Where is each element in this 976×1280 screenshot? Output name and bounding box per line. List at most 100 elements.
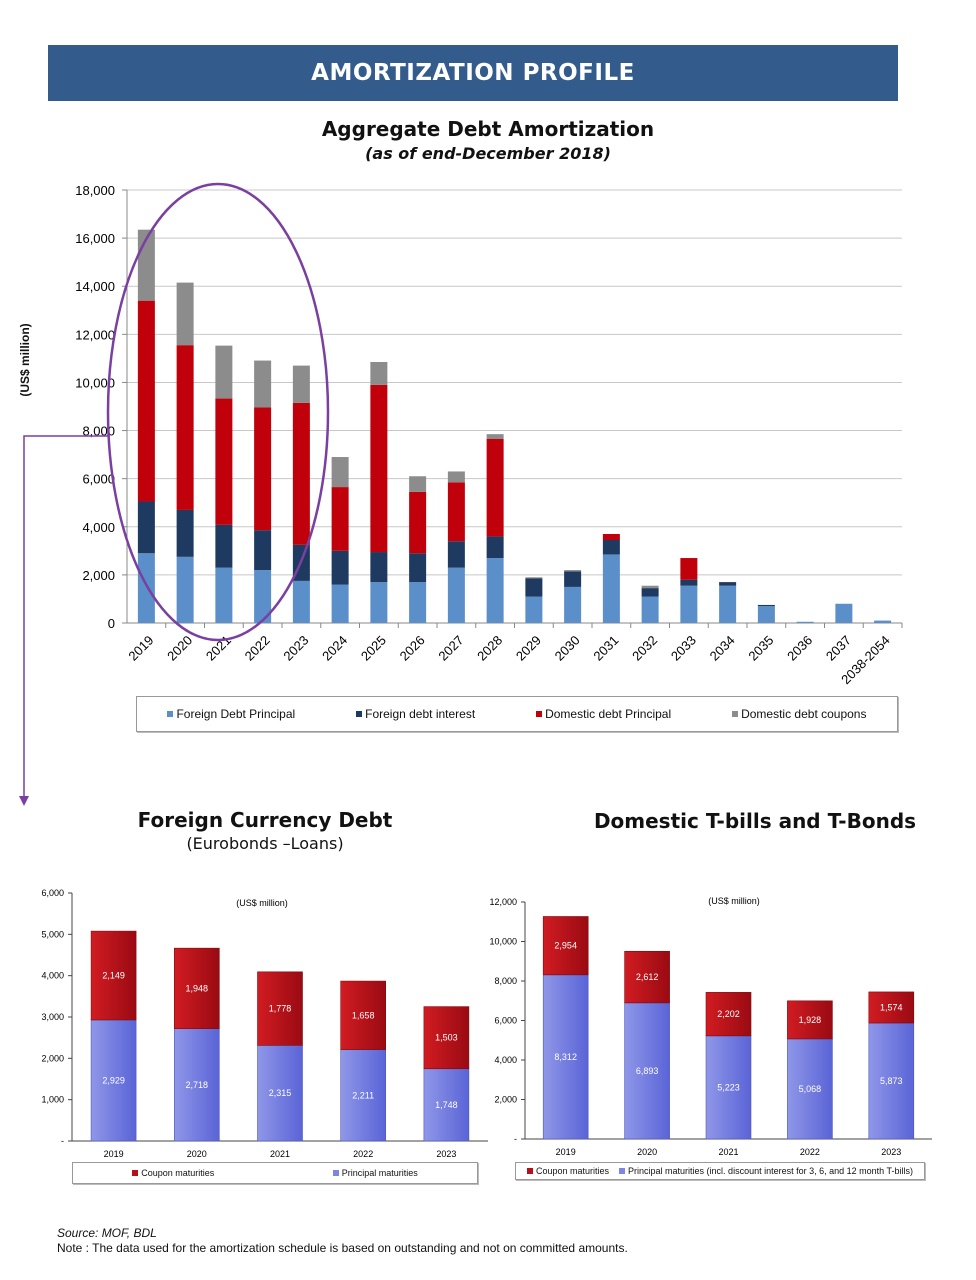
bar-domestic-coupons (331, 457, 349, 488)
legend-swatch (167, 711, 174, 717)
legend-item-foreign-principal: Foreign Debt Principal (167, 707, 295, 721)
y-tick-label: 3,000 (41, 1012, 64, 1022)
dom-chart-legend: Coupon maturities Principal maturities (… (515, 1162, 925, 1180)
bar-foreign-principal (719, 585, 737, 623)
x-tick-label: 2026 (397, 633, 428, 664)
data-label-principal: 2,929 (102, 1075, 125, 1085)
bar-domestic-principal (370, 384, 388, 553)
legend-item-coupon: Coupon maturities (526, 1166, 609, 1176)
main-chart-legend: Foreign Debt Principal Foreign debt inte… (136, 696, 898, 732)
bar-foreign-interest (176, 509, 194, 557)
y-tick-label: 4,000 (41, 971, 64, 981)
data-label-coupon: 1,928 (799, 1015, 822, 1025)
data-label-coupon: 1,574 (880, 1002, 903, 1012)
bar-foreign-interest (719, 582, 737, 586)
y-tick-label: 10,000 (489, 937, 517, 947)
bar-coupon (257, 971, 303, 1046)
x-tick-label: 2019 (125, 633, 156, 664)
y-tick-label: 4,000 (494, 1055, 517, 1065)
bar-principal (787, 1038, 833, 1140)
bar-foreign-principal (409, 582, 427, 623)
bar-foreign-principal (525, 596, 543, 623)
data-label-coupon: 1,503 (435, 1033, 458, 1043)
bar-coupon (423, 1006, 470, 1070)
bar-foreign-principal (254, 570, 272, 623)
bar-domestic-coupons (176, 282, 194, 346)
bar-foreign-interest (641, 588, 659, 597)
y-tick-label: 12,000 (489, 897, 517, 907)
bar-coupon (340, 980, 387, 1050)
data-label-coupon: 2,202 (717, 1009, 740, 1019)
x-tick-label: 2030 (552, 633, 583, 664)
bar-foreign-interest (447, 541, 465, 568)
y-tick-label: 6,000 (82, 472, 115, 487)
bar-coupon (542, 916, 589, 976)
legend-swatch (526, 1168, 533, 1174)
dom-unit-label: (US$ million) (708, 896, 760, 906)
bar-foreign-principal (641, 596, 659, 623)
data-label-principal: 2,315 (269, 1088, 292, 1098)
bar-domestic-principal (486, 438, 504, 537)
bar-coupon (705, 992, 752, 1037)
data-label-principal: 5,873 (880, 1076, 903, 1086)
data-label-coupon: 2,954 (554, 941, 577, 951)
legend-swatch (619, 1168, 626, 1174)
banner-title: AMORTIZATION PROFILE (311, 60, 635, 86)
bar-principal (705, 1035, 752, 1140)
y-tick-label: 16,000 (75, 231, 115, 246)
bar-foreign-principal (447, 567, 465, 623)
bar-domestic-principal (254, 407, 272, 531)
legend-label: Domestic debt Principal (545, 707, 672, 721)
y-tick-label: 4,000 (82, 520, 115, 535)
bar-domestic-principal (602, 533, 620, 541)
bar-coupon (174, 947, 220, 1029)
bar-foreign-principal (292, 580, 310, 623)
y-tick-label: 10,000 (75, 375, 115, 390)
y-tick-label: 1,000 (41, 1095, 64, 1105)
bar-principal (868, 1022, 915, 1140)
fc-chart-title: Foreign Currency Debt (137, 808, 393, 832)
page-banner: AMORTIZATION PROFILE (48, 45, 898, 101)
bar-domestic-coupons (254, 360, 272, 408)
dom-chart-title: Domestic T-bills and T-Bonds (593, 809, 917, 833)
bar-domestic-principal (331, 487, 349, 551)
data-label-coupon: 2,612 (636, 972, 659, 982)
y-tick-label: 0 (108, 616, 115, 631)
y-tick-label: 18,000 (75, 183, 115, 198)
bar-domestic-principal (409, 491, 427, 554)
main-chart-title: Aggregate Debt Amortization (321, 117, 655, 141)
legend-label: Foreign debt interest (365, 707, 476, 721)
bar-foreign-principal (486, 558, 504, 623)
legend-item-principal: Principal maturities (incl. discount int… (619, 1166, 913, 1176)
bar-principal (257, 1045, 303, 1142)
bar-principal (624, 1002, 670, 1140)
bar-domestic-coupons (447, 471, 465, 483)
y-tick-label: 14,000 (75, 279, 115, 294)
bar-foreign-interest (757, 604, 775, 607)
data-label-principal: 5,068 (799, 1084, 822, 1094)
data-label-principal: 6,893 (636, 1066, 659, 1076)
bar-foreign-interest (525, 578, 543, 597)
bar-foreign-principal (796, 621, 814, 623)
data-label-principal: 8,312 (554, 1052, 577, 1062)
bar-principal (90, 1019, 137, 1142)
y-tick-label: 6,000 (494, 1016, 517, 1026)
x-tick-label: 2035 (745, 633, 776, 664)
y-tick-label: 12,000 (75, 327, 115, 342)
x-tick-label: 2021 (203, 633, 234, 664)
x-tick-label: 2020 (187, 1149, 207, 1159)
x-tick-label: 2022 (353, 1149, 373, 1159)
data-label-principal: 2,211 (352, 1090, 374, 1100)
main-chart-subtitle: (as of end-December 2018) (365, 144, 611, 163)
bar-foreign-principal (215, 567, 233, 623)
bar-foreign-principal (757, 606, 775, 623)
legend-label: Principal maturities (incl. discount int… (628, 1166, 913, 1176)
x-tick-label: 2029 (513, 633, 544, 664)
y-tick-label: - (514, 1134, 517, 1144)
bar-domestic-coupons (215, 345, 233, 399)
x-tick-label: 2031 (590, 633, 621, 664)
fc-unit-label: (US$ million) (236, 898, 288, 908)
bar-foreign-interest (564, 571, 582, 587)
legend-label: Foreign Debt Principal (176, 707, 296, 721)
